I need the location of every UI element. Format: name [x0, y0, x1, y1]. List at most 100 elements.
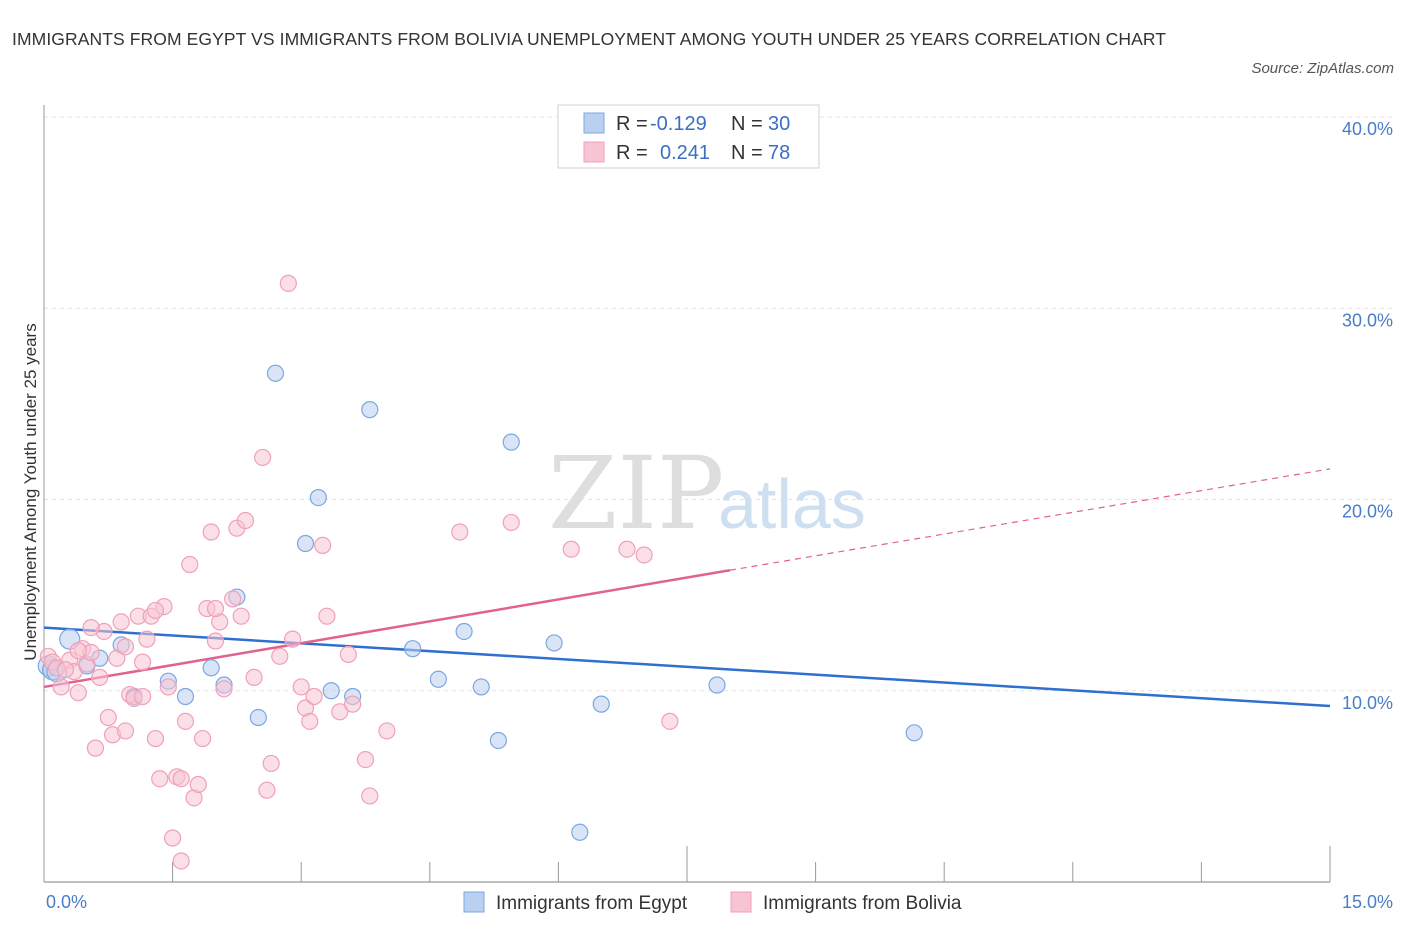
point-bolivia: [194, 729, 212, 748]
y-tick-label: 10.0%: [1342, 693, 1393, 713]
point-bolivia: [271, 647, 289, 665]
point-bolivia: [344, 695, 362, 713]
point-egypt: [296, 534, 315, 553]
point-bolivia: [133, 687, 152, 706]
point-egypt: [309, 488, 327, 507]
point-bolivia: [172, 852, 190, 870]
point-bolivia: [378, 722, 396, 740]
point-bolivia: [151, 770, 169, 788]
gridlines: [44, 116, 1392, 692]
legend-r-label-bolivia: R =: [616, 142, 648, 164]
point-egypt: [545, 634, 563, 652]
point-bolivia: [146, 729, 165, 748]
legend-r-value-egypt: -0.129: [650, 113, 707, 135]
legend-swatch-bolivia: [583, 141, 605, 163]
x-tick-label-min: 0.0%: [46, 892, 87, 912]
point-bolivia: [618, 540, 636, 558]
point-bolivia: [108, 649, 126, 667]
legend-n-value-egypt: 30: [768, 113, 790, 135]
point-bolivia: [254, 448, 272, 467]
point-bolivia: [189, 775, 207, 794]
point-bolivia: [69, 641, 87, 660]
watermark-atlas: atlas: [718, 465, 866, 543]
point-egypt: [429, 670, 447, 688]
point-egypt: [202, 659, 220, 677]
point-bolivia: [116, 638, 135, 656]
point-bolivia: [202, 523, 220, 541]
point-bolivia: [361, 787, 379, 805]
point-bolivia: [356, 750, 375, 769]
point-bolivia: [69, 684, 87, 702]
point-egypt: [502, 433, 520, 451]
legend-r-value-bolivia: 0.241: [660, 142, 710, 164]
point-bolivia: [258, 781, 276, 799]
point-bolivia: [56, 661, 75, 679]
point-bolivia: [206, 599, 225, 618]
point-bolivia: [331, 703, 349, 721]
point-egypt: [361, 401, 379, 419]
axes: [43, 105, 1331, 883]
point-egypt: [708, 676, 726, 694]
point-egypt: [249, 708, 267, 727]
trend-lines: [43, 468, 1331, 708]
point-bolivia: [82, 619, 100, 637]
x-tick-label-max: 15.0%: [1342, 892, 1393, 912]
y-tick-label: 20.0%: [1342, 502, 1393, 522]
chart-source: Source: ZipAtlas.com: [1251, 60, 1394, 77]
point-egypt: [176, 687, 195, 706]
point-egypt: [322, 682, 340, 700]
point-bolivia: [661, 712, 679, 730]
series-legend: Immigrants from Egypt Immigrants from Bo…: [463, 891, 962, 914]
point-bolivia: [99, 708, 117, 727]
point-egypt: [592, 695, 610, 713]
bottom-legend-label-bolivia: Immigrants from Bolivia: [763, 893, 962, 914]
point-bolivia: [502, 513, 520, 532]
point-egypt: [489, 731, 507, 750]
point-bolivia: [52, 678, 70, 696]
point-bolivia: [138, 630, 156, 648]
legend-n-value-bolivia: 78: [768, 142, 790, 164]
point-bolivia: [164, 829, 182, 847]
point-bolivia: [172, 770, 190, 788]
point-bolivia: [562, 540, 580, 558]
point-bolivia: [91, 668, 109, 686]
legend-n-label-egypt: N =: [731, 113, 763, 135]
point-egypt: [472, 678, 490, 696]
point-bolivia: [133, 653, 152, 671]
point-bolivia: [292, 678, 310, 696]
trend-line-egypt: [43, 626, 1331, 708]
point-bolivia: [305, 687, 323, 706]
point-bolivia: [86, 739, 105, 757]
point-bolivia: [635, 546, 653, 564]
data-points: [37, 274, 923, 870]
point-bolivia: [215, 680, 233, 698]
point-bolivia: [112, 613, 130, 631]
point-bolivia: [262, 754, 280, 773]
point-bolivia: [236, 511, 255, 530]
point-egypt: [455, 622, 473, 641]
trend-line-bolivia-extension: [729, 468, 1331, 571]
point-bolivia: [301, 712, 319, 730]
point-bolivia: [116, 722, 135, 740]
y-tick-label: 40.0%: [1342, 119, 1393, 139]
point-egypt: [905, 724, 923, 742]
point-bolivia: [176, 712, 195, 730]
watermark-zip: ZIP: [548, 435, 724, 552]
point-bolivia: [181, 555, 199, 574]
point-bolivia: [159, 678, 177, 696]
point-bolivia: [318, 607, 336, 625]
tick-labels: 10.0% 20.0% 30.0% 40.0% 0.0% 15.0%: [46, 119, 1393, 912]
bottom-legend-label-egypt: Immigrants from Egypt: [496, 893, 688, 914]
point-bolivia: [245, 668, 263, 686]
legend-r-label-egypt: R =: [616, 113, 648, 135]
point-bolivia: [284, 630, 302, 648]
point-bolivia: [206, 632, 225, 650]
correlation-legend: R = -0.129 N = 30 R = 0.241 N = 78: [557, 104, 820, 169]
point-bolivia: [314, 536, 332, 555]
y-axis-title: Unemployment Among Youth under 25 years: [21, 323, 40, 660]
point-bolivia: [232, 607, 250, 625]
bottom-legend-swatch-egypt: [463, 891, 485, 913]
point-bolivia: [224, 590, 242, 608]
point-egypt: [571, 823, 589, 841]
